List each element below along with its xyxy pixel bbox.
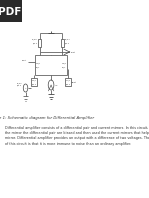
Text: Vin+: Vin+ <box>22 59 27 61</box>
Text: 4/0.5: 4/0.5 <box>32 42 37 44</box>
Text: M5/6: M5/6 <box>32 79 37 81</box>
Text: R1/R3: R1/R3 <box>32 38 37 40</box>
Text: 4/0.5: 4/0.5 <box>32 83 37 85</box>
Bar <box>35 55 67 75</box>
Text: 10/1: 10/1 <box>36 66 40 68</box>
Text: 10/1: 10/1 <box>62 66 66 68</box>
Text: ISS: ISS <box>54 85 58 86</box>
Bar <box>65 78 71 86</box>
Bar <box>0 0 22 22</box>
Text: Vout: Vout <box>71 51 76 53</box>
Text: M1/2: M1/2 <box>36 62 40 64</box>
Text: 4/0.5: 4/0.5 <box>65 42 70 44</box>
Text: R5/R6
4/0.5: R5/R6 4/0.5 <box>17 82 22 86</box>
Text: PDF: PDF <box>0 7 21 17</box>
Text: Vout: Vout <box>72 81 77 83</box>
Text: M3/4: M3/4 <box>62 62 67 64</box>
Text: Figure 1: Schematic diagram for Differential Amplifier: Figure 1: Schematic diagram for Differen… <box>0 116 95 120</box>
Bar <box>38 39 41 47</box>
Text: 4/0.5: 4/0.5 <box>66 83 71 85</box>
Text: M7/8: M7/8 <box>66 79 70 81</box>
Text: R2/R4: R2/R4 <box>65 38 70 40</box>
Bar <box>31 78 37 86</box>
Text: +: + <box>25 88 27 89</box>
Bar <box>61 39 64 47</box>
Text: Differential amplifier consists of a differential pair and current mirrors. In t: Differential amplifier consists of a dif… <box>4 126 149 146</box>
